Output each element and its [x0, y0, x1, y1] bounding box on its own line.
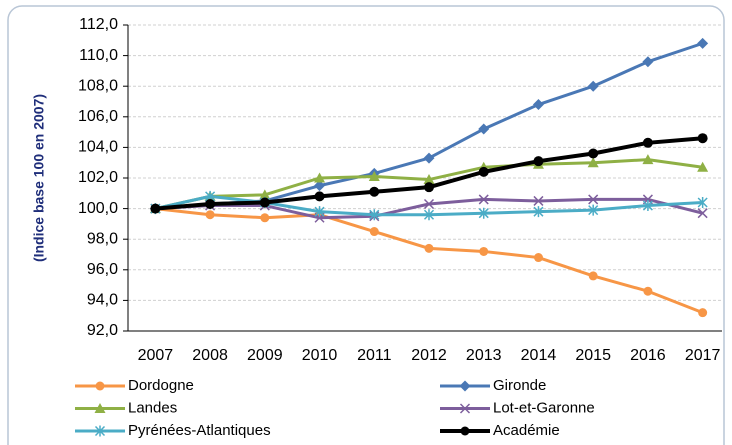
marker — [478, 207, 489, 219]
marker — [260, 213, 270, 223]
marker — [642, 56, 654, 68]
marker — [423, 152, 435, 164]
marker — [369, 186, 380, 197]
x-tick-label: 2013 — [466, 347, 502, 364]
legend-marker — [459, 380, 471, 392]
y-tick-label: 96,0 — [87, 261, 118, 278]
marker — [259, 197, 270, 208]
legend-marker — [94, 425, 106, 437]
marker — [533, 156, 544, 167]
marker — [643, 286, 653, 296]
legend-label: Dordogne — [128, 377, 194, 394]
y-tick-label: 106,0 — [78, 108, 118, 125]
marker — [478, 166, 489, 177]
marker — [532, 99, 544, 111]
legend-label: Lot-et-Garonne — [493, 399, 595, 416]
marker — [478, 123, 490, 135]
marker — [533, 195, 544, 206]
marker — [587, 80, 599, 92]
marker — [424, 243, 434, 253]
marker — [642, 137, 653, 148]
marker — [697, 133, 708, 144]
marker — [697, 37, 709, 49]
marker — [642, 154, 654, 165]
legend-marker — [94, 403, 106, 413]
legend-label: Landes — [128, 399, 177, 416]
marker — [588, 271, 598, 281]
y-tick-label: 98,0 — [87, 230, 118, 247]
x-tick-label: 2017 — [685, 347, 721, 364]
marker — [697, 161, 709, 172]
y-tick-label: 112,0 — [79, 16, 118, 33]
legend-label: Gironde — [493, 377, 546, 394]
marker — [533, 253, 543, 263]
marker — [205, 210, 215, 220]
marker — [423, 209, 435, 221]
x-tick-label: 2007 — [138, 347, 174, 364]
legend-marker — [460, 426, 470, 436]
chart-frame — [7, 5, 725, 445]
legend-label: Pyrénées-Atlantiques — [128, 422, 271, 439]
y-axis-label: (Indice base 100 en 2007) — [31, 94, 47, 262]
marker — [588, 148, 599, 159]
marker — [368, 170, 380, 181]
y-tick-label: 100,0 — [78, 200, 118, 217]
x-tick-label: 2009 — [247, 347, 283, 364]
x-tick-label: 2015 — [575, 347, 611, 364]
marker — [369, 209, 380, 221]
y-tick-label: 108,0 — [78, 77, 118, 94]
legend-marker — [95, 381, 105, 391]
x-tick-label: 2016 — [630, 347, 666, 364]
marker — [150, 203, 161, 214]
marker — [314, 206, 325, 218]
y-tick-label: 92,0 — [87, 322, 118, 339]
marker — [588, 194, 599, 205]
marker — [478, 194, 489, 205]
marker — [697, 208, 708, 219]
y-tick-label: 104,0 — [78, 139, 118, 156]
marker — [205, 199, 216, 210]
marker — [587, 157, 599, 168]
marker — [533, 206, 544, 218]
legend-marker — [459, 403, 471, 414]
marker — [314, 172, 326, 183]
marker — [423, 198, 435, 210]
x-tick-label: 2012 — [411, 347, 447, 364]
marker — [642, 200, 653, 212]
marker — [424, 182, 434, 193]
legend-label: Académie — [493, 422, 560, 439]
marker — [698, 308, 708, 318]
x-tick-label: 2011 — [357, 347, 392, 364]
y-tick-label: 94,0 — [87, 292, 118, 309]
x-tick-label: 2010 — [302, 347, 338, 364]
x-tick-label: 2008 — [192, 347, 228, 364]
y-tick-label: 102,0 — [78, 169, 118, 186]
marker — [369, 227, 379, 237]
marker — [697, 196, 708, 208]
x-tick-label: 2014 — [521, 347, 557, 364]
y-tick-label: 110,0 — [79, 47, 118, 64]
marker — [314, 180, 326, 192]
marker — [588, 204, 599, 216]
marker — [423, 174, 435, 185]
marker — [479, 246, 489, 256]
marker — [314, 191, 325, 202]
marker — [259, 189, 271, 200]
